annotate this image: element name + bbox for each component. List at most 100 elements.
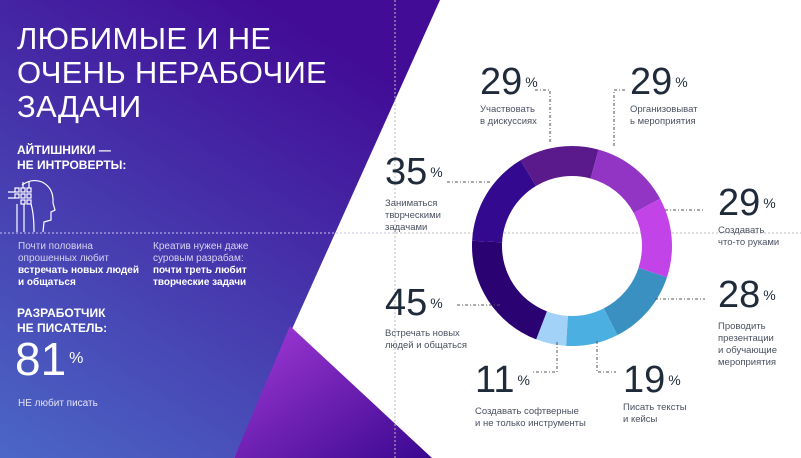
leader-line — [532, 342, 558, 373]
stat-unit: % — [69, 350, 84, 367]
segment-caption: Заниматься творческими задачами — [385, 198, 443, 234]
segment-label: 35% Заниматься творческими задачами — [385, 152, 443, 234]
fact-meet-people: Почти половина опрошенных любит встречат… — [18, 241, 139, 289]
caption-line: Встречать новых — [385, 328, 460, 339]
donut-segment — [590, 149, 661, 213]
section-title-writer: РАЗРАБОТЧИК НЕ ПИСАТЕЛЬ: — [17, 306, 107, 336]
value-unit: % — [517, 372, 530, 388]
caption-line: и кейсы — [623, 414, 658, 425]
segment-label: 11% Создавать софтверные и не только инстр… — [475, 360, 586, 430]
section-title-line: НЕ ПИСАТЕЛЬ: — [17, 321, 108, 335]
section-title-line: РАЗРАБОТЧИК — [17, 306, 106, 320]
value-number: 29 — [630, 61, 673, 103]
caption-line: Организовыват — [630, 104, 698, 115]
fact-bold: почти треть любит — [153, 265, 247, 276]
accent-triangle — [234, 326, 432, 458]
donut-segment — [520, 146, 599, 186]
value-unit: % — [763, 195, 776, 211]
value-number: 28 — [718, 274, 761, 316]
caption-line: задачами — [385, 222, 428, 233]
segment-value: 11% — [475, 360, 586, 400]
caption-line: Писать тексты — [623, 402, 687, 413]
segment-value: 19% — [623, 360, 687, 400]
value-unit: % — [430, 295, 443, 311]
caption-line: презентации — [718, 333, 774, 344]
segment-label: 29% Участвовать в дискуссиях — [480, 62, 538, 128]
value-number: 19 — [623, 359, 666, 401]
fact-creative: Креатив нужен даже суровым разрабам: поч… — [153, 241, 248, 289]
value-number: 35 — [385, 151, 428, 193]
stat-value: 81 — [15, 333, 67, 385]
leader-line — [596, 341, 616, 373]
value-unit: % — [430, 164, 443, 180]
fact-bold: творческие задачи — [153, 277, 247, 288]
title-line: ЛЮБИМЫЕ И НЕ — [17, 21, 272, 56]
donut-segment — [472, 240, 547, 340]
segment-caption: Организовыват ь мероприятия — [630, 104, 698, 128]
section-title-line: НЕ ИНТРОВЕРТЫ: — [17, 158, 127, 172]
caption-line: Заниматься — [385, 198, 438, 209]
caption-line: Участвовать — [480, 104, 535, 115]
value-number: 45 — [385, 282, 428, 324]
left-panel — [0, 0, 440, 458]
segment-caption: Участвовать в дискуссиях — [480, 104, 538, 128]
leader-line — [535, 89, 551, 142]
caption-line: Проводить — [718, 321, 766, 332]
segment-label: 28% Проводить презентации и обучающие меропр… — [718, 275, 777, 369]
segment-value: 29% — [630, 62, 698, 102]
fact-text: опрошенных любит — [18, 253, 109, 264]
head-circuit-icon — [8, 179, 56, 233]
segment-value: 35% — [385, 152, 443, 192]
segment-label: 45% Встречать новых людей и общаться — [385, 283, 467, 352]
leader-lines — [445, 89, 705, 373]
value-number: 11 — [475, 359, 515, 401]
segment-value: 28% — [718, 275, 777, 315]
caption-line: в дискуссиях — [480, 116, 537, 127]
segment-label: 19% Писать тексты и кейсы — [623, 360, 687, 426]
donut-segment — [472, 160, 536, 243]
fact-text: Почти половина — [18, 241, 93, 252]
fact-bold: и общаться — [18, 277, 76, 288]
value-number: 29 — [480, 61, 523, 103]
title-line: ОЧЕНЬ НЕРАБОЧИЕ — [17, 55, 328, 90]
value-unit: % — [525, 74, 538, 90]
caption-line: и не только инструменты — [475, 418, 586, 429]
section-title-introverts: АЙТИШНИКИ — НЕ ИНТРОВЕРТЫ: — [17, 143, 126, 173]
stat-caption: НЕ любит писать — [18, 398, 98, 409]
donut-chart — [472, 146, 672, 346]
donut-segment — [566, 308, 618, 346]
stat-81: 81% — [15, 336, 83, 382]
fact-text: суровым разрабам: — [153, 253, 244, 264]
segment-label: 29% Организовыват ь мероприятия — [630, 62, 698, 128]
donut-segment — [536, 311, 568, 346]
segment-caption: Создавать софтверные и не только инструме… — [475, 406, 586, 430]
value-number: 29 — [718, 182, 761, 224]
segment-caption: Создавать что-то руками — [718, 225, 779, 249]
segment-caption: Встречать новых людей и общаться — [385, 328, 467, 352]
segment-value: 45% — [385, 283, 467, 323]
caption-line: ь мероприятия — [630, 116, 696, 127]
leader-line — [613, 89, 627, 146]
section-title-line: АЙТИШНИКИ — — [17, 143, 111, 157]
value-unit: % — [763, 287, 776, 303]
value-unit: % — [675, 74, 688, 90]
value-unit: % — [668, 372, 681, 388]
caption-line: Создавать софтверные — [475, 406, 579, 417]
page-title: ЛЮБИМЫЕ И НЕ ОЧЕНЬ НЕРАБОЧИЕ ЗАДАЧИ — [17, 22, 327, 124]
segment-caption: Проводить презентации и обучающие мероприят… — [718, 321, 777, 369]
fact-bold: встречать новых людей — [18, 265, 139, 276]
caption-line: творческими — [385, 210, 441, 221]
segment-label: 29% Создавать что-то руками — [718, 183, 779, 249]
segment-value: 29% — [718, 183, 779, 223]
donut-segment — [633, 198, 672, 278]
donut-segment — [603, 267, 667, 336]
caption-line: что-то руками — [718, 237, 780, 248]
caption-line: мероприятия — [718, 357, 777, 368]
fact-text: Креатив нужен даже — [153, 241, 249, 252]
caption-line: людей и общаться — [385, 340, 467, 351]
caption-line: и обучающие — [718, 345, 777, 356]
title-line: ЗАДАЧИ — [17, 89, 142, 124]
caption-line: Создавать — [718, 225, 765, 236]
segment-value: 29% — [480, 62, 538, 102]
